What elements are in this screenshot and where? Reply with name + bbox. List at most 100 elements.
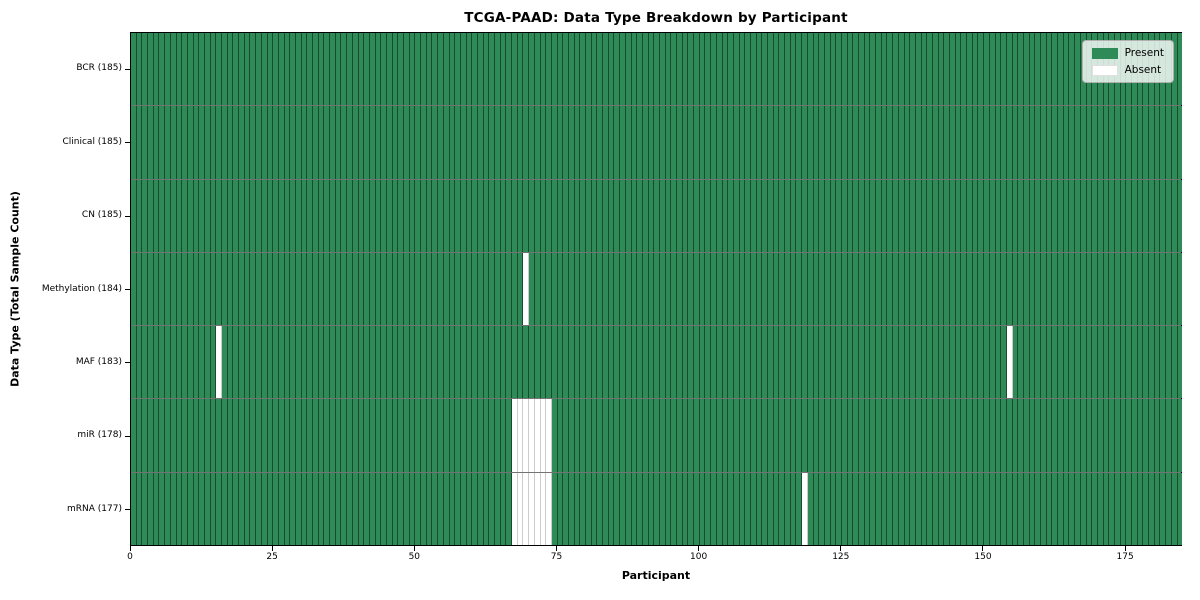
cell-CN-98	[688, 179, 695, 252]
cell-Methylation-112	[768, 252, 774, 326]
cell-CN-51	[421, 179, 427, 252]
cell-MAF-165	[1069, 326, 1076, 399]
cell-Clinical-16	[222, 106, 228, 179]
cell-Methylation-45	[386, 252, 393, 326]
cell-MAF-2	[142, 326, 149, 399]
legend-absent-label: Absent	[1124, 64, 1162, 76]
cell-CN-161	[1046, 179, 1053, 252]
legend-item-absent: Absent	[1091, 64, 1164, 76]
cell-Methylation-76	[563, 252, 569, 326]
cell-miR-154	[1006, 399, 1013, 472]
cell-CN-80	[586, 179, 592, 252]
cell-Clinical-179	[1149, 106, 1155, 179]
cell-Clinical-82	[597, 106, 604, 179]
cell-CN-47	[398, 179, 404, 252]
cell-BCR-35	[330, 33, 336, 106]
cell-BCR-126	[847, 33, 854, 106]
cell-MAF-152	[995, 326, 1002, 399]
cell-mRNA-70	[529, 472, 535, 545]
cell-Clinical-2	[142, 106, 149, 179]
cell-MAF-126	[847, 326, 854, 399]
cell-BCR-131	[876, 33, 882, 106]
cell-mRNA-135	[898, 472, 905, 545]
cell-CN-1	[136, 179, 143, 252]
cell-MAF-132	[881, 326, 888, 399]
cell-CN-139	[921, 179, 928, 252]
cell-miR-15	[216, 399, 222, 472]
cell-mRNA-101	[705, 472, 712, 545]
cell-miR-168	[1086, 399, 1093, 472]
cell-Methylation-160	[1041, 252, 1047, 326]
cell-Clinical-174	[1120, 106, 1127, 179]
cell-MAF-144	[950, 326, 956, 399]
cell-MAF-172	[1109, 326, 1115, 399]
cell-miR-76	[563, 399, 569, 472]
cell-CN-50	[415, 179, 422, 252]
cell-MAF-169	[1092, 326, 1098, 399]
cell-BCR-112	[768, 33, 774, 106]
cell-miR-167	[1080, 399, 1087, 472]
cell-MAF-44	[381, 326, 387, 399]
cell-mRNA-108	[745, 472, 751, 545]
cell-BCR-45	[386, 33, 393, 106]
cell-Methylation-137	[910, 252, 916, 326]
cell-Methylation-113	[773, 252, 780, 326]
cell-mRNA-168	[1086, 472, 1093, 545]
cell-BCR-96	[677, 33, 683, 106]
cell-Methylation-165	[1069, 252, 1076, 326]
cell-Clinical-135	[898, 106, 905, 179]
cell-CN-112	[768, 179, 774, 252]
cell-miR-163	[1058, 399, 1064, 472]
cell-miR-111	[762, 399, 768, 472]
cell-CN-12	[199, 179, 205, 252]
cell-MAF-0	[131, 326, 137, 399]
cell-BCR-114	[779, 33, 786, 106]
cell-Methylation-149	[978, 252, 985, 326]
cell-BCR-137	[910, 33, 916, 106]
cell-CN-171	[1103, 179, 1110, 252]
cell-CN-97	[682, 179, 689, 252]
cell-mRNA-136	[904, 472, 911, 545]
cell-BCR-7	[170, 33, 177, 106]
cell-MAF-128	[859, 326, 865, 399]
cell-miR-130	[870, 399, 877, 472]
cell-miR-55	[443, 399, 450, 472]
cell-BCR-158	[1029, 33, 1036, 106]
cell-Methylation-127	[853, 252, 859, 326]
cell-BCR-38	[347, 33, 353, 106]
cell-BCR-82	[597, 33, 604, 106]
cell-Methylation-125	[841, 252, 848, 326]
cell-BCR-49	[409, 33, 416, 106]
cell-mRNA-163	[1058, 472, 1064, 545]
cell-Methylation-79	[580, 252, 586, 326]
y-tick-mark	[125, 289, 130, 290]
cell-MAF-159	[1035, 326, 1041, 399]
cell-Methylation-138	[915, 252, 922, 326]
cell-Clinical-153	[1001, 106, 1007, 179]
cell-miR-8	[176, 399, 183, 472]
cell-mRNA-76	[563, 472, 569, 545]
cell-miR-2	[142, 399, 149, 472]
cell-Methylation-109	[750, 252, 757, 326]
cell-BCR-163	[1058, 33, 1064, 106]
cell-Clinical-24	[267, 106, 274, 179]
cell-Clinical-43	[375, 106, 382, 179]
cell-Clinical-150	[984, 106, 990, 179]
cell-Clinical-80	[586, 106, 592, 179]
cell-MAF-107	[739, 326, 746, 399]
y-tick-mark	[125, 362, 130, 364]
cell-miR-66	[506, 399, 513, 472]
cell-CN-156	[1018, 179, 1024, 252]
cell-Methylation-60	[472, 252, 478, 326]
cell-CN-96	[677, 179, 683, 252]
cell-CN-114	[779, 179, 786, 252]
cell-Methylation-117	[796, 252, 803, 326]
cell-CN-103	[716, 179, 723, 252]
cell-miR-107	[739, 399, 746, 472]
cell-mRNA-114	[779, 472, 786, 545]
cell-miR-141	[932, 399, 939, 472]
cell-Clinical-147	[967, 106, 973, 179]
cell-CN-84	[608, 179, 615, 252]
cell-Methylation-15	[216, 252, 222, 326]
cell-CN-113	[773, 179, 780, 252]
